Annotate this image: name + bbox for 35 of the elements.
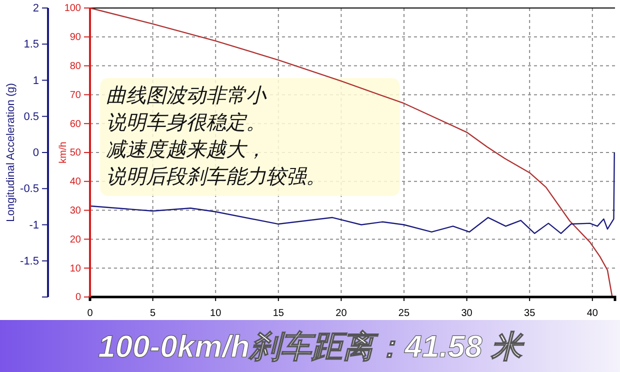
x-tick-label: 15 (272, 308, 284, 319)
y2-axis-title: Longitudinal Acceleration (g) (5, 83, 17, 222)
y2-tick-label: 2 (32, 2, 39, 15)
annotation: 说明后段刹车能力较强。 (106, 166, 326, 188)
y-tick-label: 10 (70, 263, 82, 274)
y-tick-label: 100 (64, 3, 82, 14)
x-tick-label: 25 (398, 308, 410, 319)
y2-tick-label: 0 (32, 147, 39, 160)
y2-tick-label: -1 (29, 219, 39, 232)
y2-tick-label: 1 (32, 74, 39, 87)
y2-tick-label: -0.5 (20, 183, 39, 196)
x-tick-label: 35 (524, 308, 536, 319)
x-tick-label: 0 (87, 308, 94, 319)
y-tick-label: 70 (70, 90, 82, 101)
y-tick-label: 90 (70, 32, 82, 44)
y-tick-label: 0 (75, 292, 82, 304)
annotation: 曲线图波动非常小 (106, 85, 267, 107)
x-tick-label: 20 (336, 308, 348, 319)
y-tick-label: 50 (70, 148, 82, 159)
x-tick-label: 10 (210, 308, 222, 319)
x-tick-label: 5 (150, 308, 156, 319)
y-tick-label: 30 (70, 206, 82, 216)
y-tick-label: 60 (70, 118, 82, 130)
x-tick-label: 40 (586, 308, 598, 319)
x-tick-label: 30 (461, 308, 473, 319)
y-axis-title: km/h (58, 142, 69, 164)
y2-tick-label: 0.5 (24, 110, 39, 123)
y-tick-label: 20 (70, 234, 82, 246)
y2-tick-label: -1.5 (20, 255, 39, 268)
y-tick-label: 40 (70, 176, 82, 188)
y2-tick-label: 1.5 (24, 38, 39, 51)
annotation: 说明车身很稳定。 (106, 112, 266, 134)
annotation: 减速度越来越大， (106, 139, 266, 161)
text: 100-0km/h刹车距离：41.58 米 (98, 329, 525, 364)
y-tick-label: 80 (70, 61, 82, 72)
